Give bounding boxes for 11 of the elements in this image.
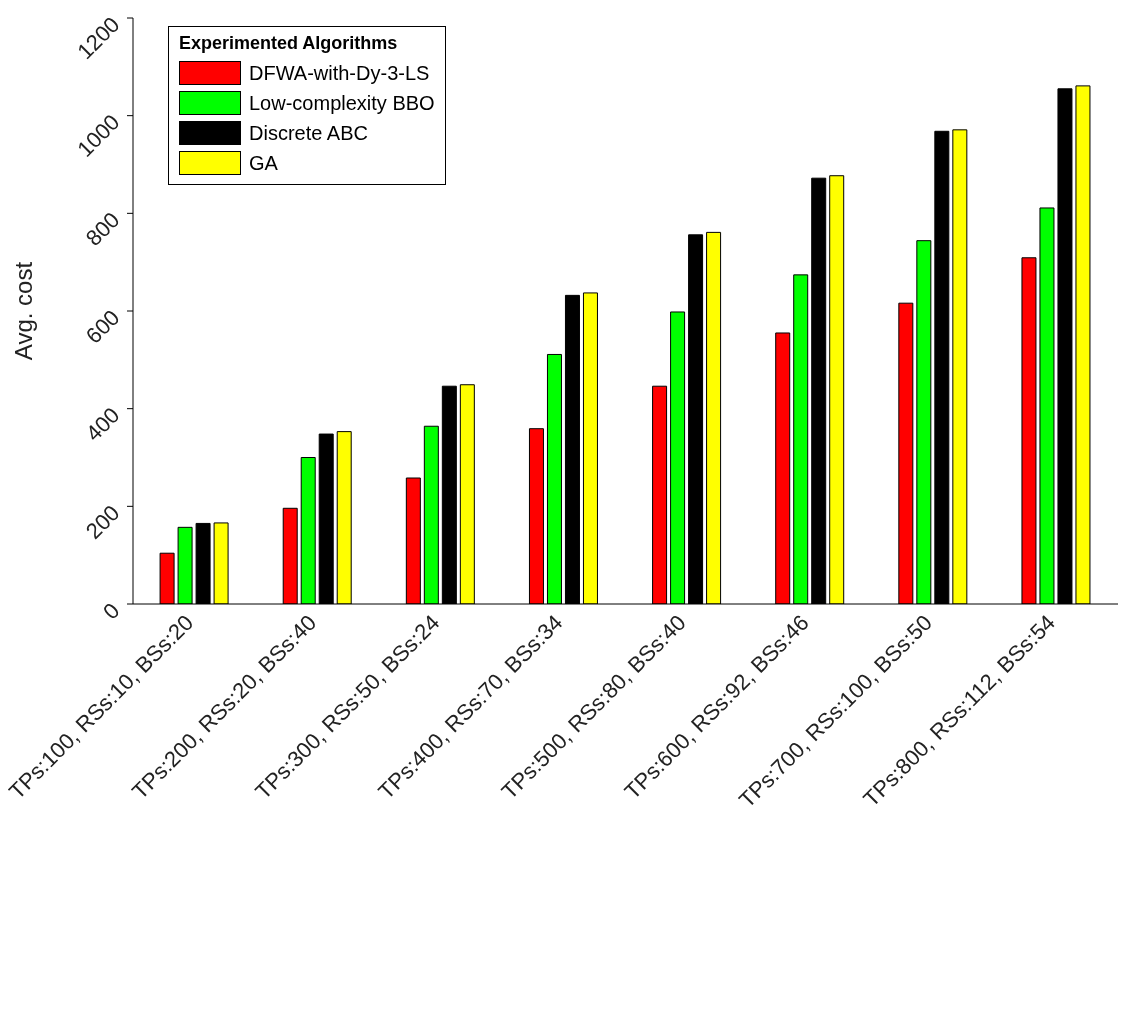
y-tick-label: 600 [80,304,125,349]
legend-title: Experimented Algorithms [179,33,399,54]
legend-label: GA [248,150,279,176]
legend-label: Discrete ABC [248,120,369,146]
y-tick-label: 400 [80,402,125,447]
legend-label: Low-complexity BBO [248,90,435,116]
y-axis-title: Avg. cost [9,261,37,361]
y-tick-label: 200 [80,500,125,544]
y-tick-label: 800 [80,207,125,251]
y-tick-label: 0 [98,597,125,625]
legend-label: DFWA-with-Dy-3-LS [248,60,431,86]
